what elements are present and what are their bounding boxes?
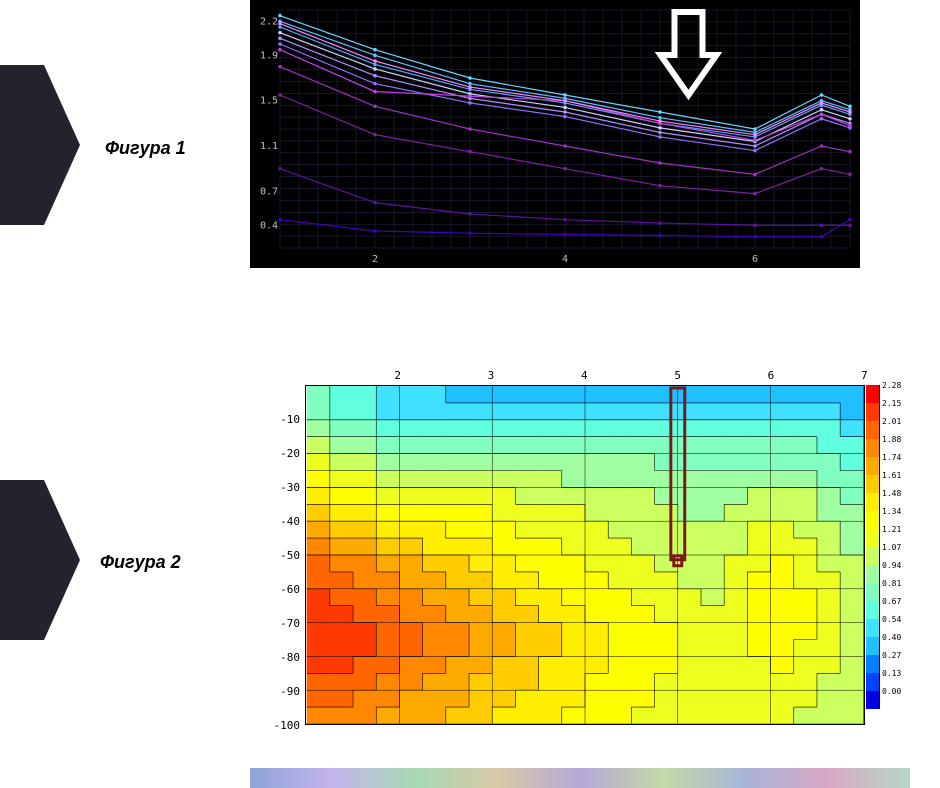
- y-tick-label: -30: [260, 481, 300, 494]
- x-tick-label: 5: [674, 369, 681, 382]
- svg-text:1.5: 1.5: [260, 96, 278, 107]
- svg-text:2.2: 2.2: [260, 16, 278, 27]
- figure1-label: Фигура 1: [105, 138, 186, 159]
- y-tick-label: -90: [260, 685, 300, 698]
- svg-text:0.4: 0.4: [260, 220, 278, 231]
- y-tick-label: -100: [260, 719, 300, 732]
- pointer-fig1: [0, 65, 80, 225]
- figure2-plot: [305, 385, 865, 725]
- svg-text:6: 6: [752, 254, 758, 265]
- x-tick-label: 4: [581, 369, 588, 382]
- x-tick-label: 3: [488, 369, 495, 382]
- figure1-chart: 0.4 0.7 1.1 1.5 1.9 2.2 2 4 6: [250, 0, 860, 268]
- figure2-label: Фигура 2: [100, 552, 181, 573]
- svg-text:2: 2: [372, 254, 378, 265]
- y-tick-label: -80: [260, 651, 300, 664]
- figure1-svg: 0.4 0.7 1.1 1.5 1.9 2.2 2 4 6: [250, 0, 860, 268]
- svg-text:1.9: 1.9: [260, 50, 278, 61]
- figure2-svg: [306, 386, 864, 724]
- y-tick-label: -10: [260, 413, 300, 426]
- y-tick-label: -40: [260, 515, 300, 528]
- svg-text:0.7: 0.7: [260, 186, 278, 197]
- pointer-fig2: [0, 480, 80, 640]
- x-tick-label: 6: [768, 369, 775, 382]
- y-tick-label: -50: [260, 549, 300, 562]
- x-tick-label: 2: [394, 369, 401, 382]
- svg-text:1.1: 1.1: [260, 141, 278, 152]
- x-tick-label: 7: [861, 369, 868, 382]
- svg-text:4: 4: [562, 254, 568, 265]
- y-tick-label: -20: [260, 447, 300, 460]
- y-tick-label: -60: [260, 583, 300, 596]
- noise-bar: [250, 768, 910, 788]
- y-tick-label: -70: [260, 617, 300, 630]
- figure2-chart: 234567 -10-20-30-40-50-60-70-80-90-100 2…: [250, 365, 910, 750]
